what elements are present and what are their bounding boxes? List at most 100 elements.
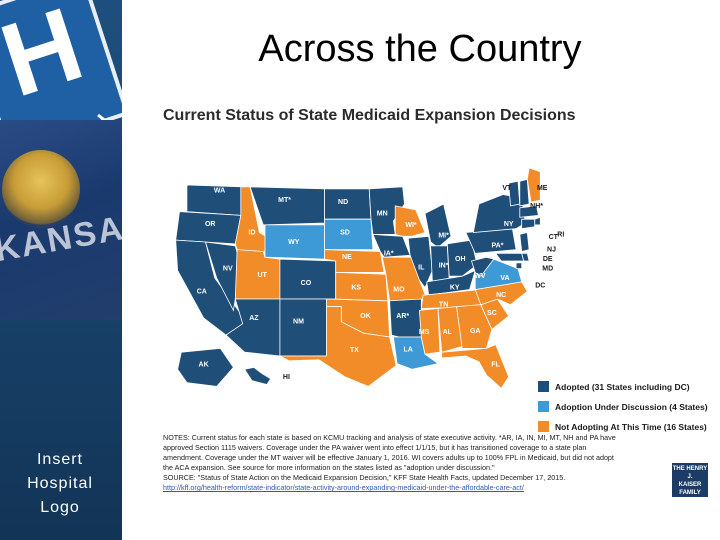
logo-line-2: Hospital: [27, 475, 93, 492]
state-mi: [424, 203, 452, 249]
sidebar-background: H KANSAS Insert Hospital Logo: [0, 0, 122, 540]
state-label-sc: SC: [487, 310, 497, 317]
kansas-seal-image: [2, 150, 80, 228]
state-label-wv: WV: [474, 273, 486, 280]
state-sd: [324, 218, 374, 250]
state-label-me: ME: [537, 185, 548, 192]
state-wi: [394, 205, 426, 237]
legend-swatch-not-adopting: [538, 421, 549, 432]
legend-swatch-discussion: [538, 401, 549, 412]
state-ma: [519, 205, 539, 218]
notes-line-1: NOTES: Current status for each state is …: [163, 433, 616, 442]
state-label-mo: MO: [393, 286, 405, 293]
state-label-ca: CA: [197, 288, 207, 295]
state-il: [407, 235, 433, 289]
kff-logo-line-2: KAISER: [678, 482, 702, 488]
state-label-sd: SD: [340, 229, 350, 236]
legend-swatch-adopted: [538, 381, 549, 392]
state-label-nv: NV: [223, 266, 233, 273]
state-label-in: IN*: [439, 263, 449, 270]
state-label-nm: NM: [293, 319, 304, 326]
map-legend: Adopted (31 States including DC) Adoptio…: [538, 378, 708, 438]
logo-line-3: Logo: [40, 499, 80, 516]
slide-title: Across the Country: [258, 28, 582, 70]
notes-line-3: amendment. Coverage under the MT waiver …: [163, 453, 614, 462]
state-mt: [249, 186, 325, 226]
state-ak: [177, 347, 234, 387]
legend-item-not-adopting: Not Adopting At This Time (16 States): [538, 418, 708, 435]
state-label-ut: UT: [258, 272, 268, 279]
hospital-sign-letter: H: [0, 0, 96, 120]
state-label-wy: WY: [288, 239, 300, 246]
state-nh: [519, 178, 530, 207]
state-label-md: MD: [542, 266, 553, 273]
state-oh: [446, 239, 478, 277]
state-label-id: ID: [249, 229, 256, 236]
state-ms: [418, 308, 441, 355]
state-fl: [441, 344, 510, 389]
state-label-nd: ND: [338, 199, 348, 206]
state-ri: [534, 216, 541, 226]
state-label-ak: AK: [199, 361, 209, 368]
state-dc: [515, 262, 523, 269]
state-label-vt: VT: [502, 185, 512, 192]
state-ky: [426, 269, 476, 296]
notes-source: SOURCE: "Status of State Action on the M…: [163, 473, 566, 482]
state-ks: [335, 271, 389, 302]
state-label-ar: AR*: [396, 313, 409, 320]
state-label-al: AL: [443, 329, 453, 336]
state-label-nh: NH*: [530, 203, 543, 210]
legend-item-adopted: Adopted (31 States including DC): [538, 378, 708, 395]
state-ia: [372, 233, 411, 258]
state-label-mi: MI*: [438, 232, 449, 239]
state-label-wa: WA: [214, 188, 225, 195]
map-notes: NOTES: Current status for each state is …: [163, 433, 671, 493]
state-label-fl: FL: [491, 361, 500, 368]
state-label-wi: WI*: [405, 222, 417, 229]
kff-logo-line-4: FOUNDATION: [672, 498, 712, 504]
state-nj: [519, 231, 530, 253]
state-label-or: OR: [205, 221, 216, 228]
insert-logo-placeholder[interactable]: Insert Hospital Logo: [0, 448, 120, 520]
state-me: [526, 167, 541, 203]
state-label-nc: NC: [496, 292, 506, 299]
state-label-il: IL: [418, 265, 425, 272]
state-md: [494, 253, 525, 262]
state-label-de: DE: [543, 256, 553, 263]
legend-item-discussion: Adoption Under Discussion (4 States): [538, 398, 708, 415]
state-label-nj: NJ: [547, 247, 556, 254]
state-label-ok: OK: [360, 313, 371, 320]
us-medicaid-map: WA OR CA NV ID MT* WY UT CO AZ NM ND SD NE KS OK TX MN IA*…: [175, 167, 564, 389]
notes-line-2: approved Section 1115 waivers. Coverage …: [163, 443, 587, 452]
state-label-mn: MN: [377, 210, 388, 217]
state-ga: [456, 304, 493, 349]
state-label-ia: IA*: [384, 250, 394, 257]
state-label-la: LA: [404, 346, 413, 353]
state-label-pa: PA*: [492, 243, 504, 250]
logo-line-1: Insert: [36, 451, 83, 468]
kff-logo-line-1: THE HENRY J.: [672, 466, 708, 480]
state-label-ms: MS: [419, 329, 430, 336]
state-label-mt: MT*: [278, 197, 291, 204]
kff-logo-line-3: FAMILY: [679, 490, 701, 496]
legend-label-adopted: Adopted (31 States including DC): [555, 381, 690, 392]
legend-label-discussion: Adoption Under Discussion (4 States): [555, 401, 708, 412]
kff-logo: THE HENRY J. KAISER FAMILY FOUNDATION: [672, 463, 712, 504]
legend-label-not-adopting: Not Adopting At This Time (16 States): [555, 421, 707, 432]
state-mn: [368, 186, 405, 235]
state-label-co: CO: [301, 280, 312, 287]
state-label-ri: RI: [557, 231, 564, 238]
state-label-hi: HI: [283, 374, 290, 381]
map-title: Current Status of State Medicaid Expansi…: [163, 107, 576, 124]
state-tx: [279, 306, 397, 387]
state-label-ky: KY: [450, 285, 460, 292]
state-hi: [243, 366, 272, 385]
state-wv: [470, 256, 495, 277]
state-label-va: VA: [500, 275, 509, 282]
source-link[interactable]: http://kff.org/health-reform/state-indic…: [163, 483, 524, 492]
state-label-ny: NY: [504, 221, 514, 228]
notes-line-4: the ACA expansion. See source for more i…: [163, 463, 495, 472]
state-label-ne: NE: [342, 254, 352, 261]
state-label-tx: TX: [350, 347, 359, 354]
state-ct: [521, 218, 536, 230]
